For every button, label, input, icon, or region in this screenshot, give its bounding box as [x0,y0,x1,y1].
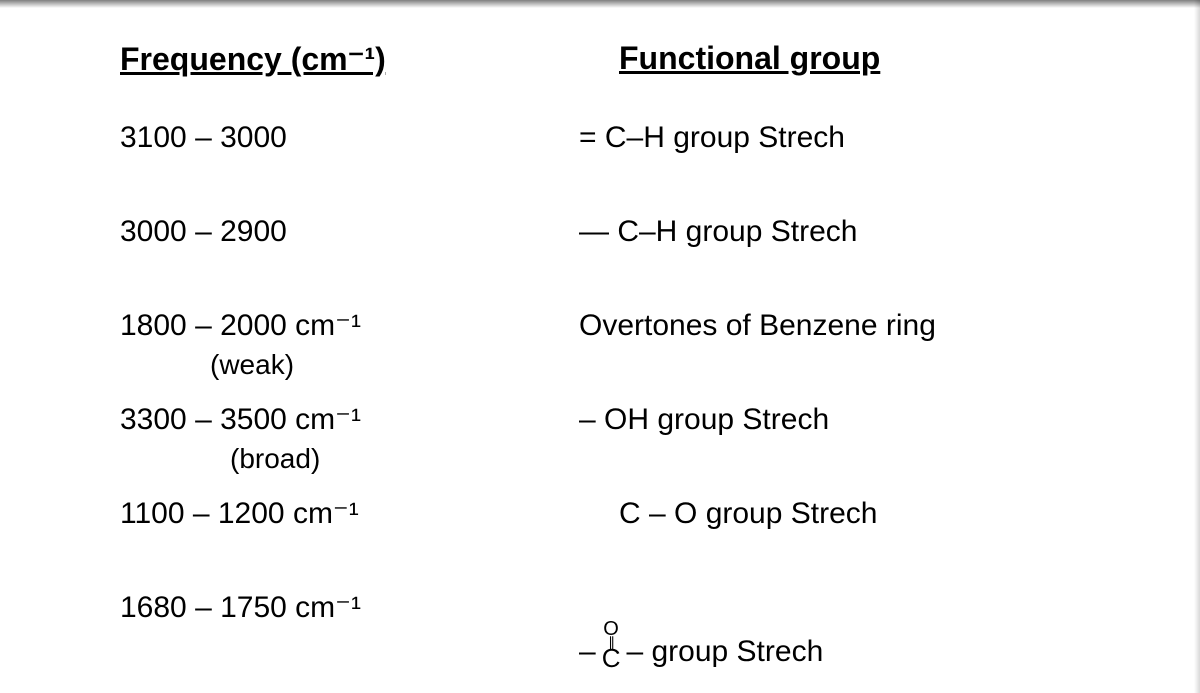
freq-sub-4: (broad) [230,442,579,476]
frequency-column: Frequency (cm⁻¹) 3100 – 3000 3000 – 2900… [120,40,579,684]
group-row-2: — C–H group Strech [579,214,1140,294]
functional-group-header: Functional group [619,40,1140,90]
two-column-layout: Frequency (cm⁻¹) 3100 – 3000 3000 – 2900… [120,40,1140,684]
right-edge-shadow [1194,0,1200,693]
group-value-2: — C–H group Strech [579,215,857,248]
group-row-4: – OH group Strech [579,402,1140,482]
freq-row-5: 1100 – 1200 cm⁻¹ [120,496,579,576]
carbonyl-icon: O ∥ C [602,620,621,670]
frequency-header: Frequency (cm⁻¹) [120,40,579,90]
carbonyl-carbon: C [602,647,621,670]
freq-sub-3: (weak) [210,348,579,382]
handwritten-table-page: Frequency (cm⁻¹) 3100 – 3000 3000 – 2900… [0,0,1200,693]
freq-value-3: 1800 – 2000 cm⁻¹ [120,309,361,342]
freq-value-5: 1100 – 1200 cm⁻¹ [120,497,359,530]
freq-row-3: 1800 – 2000 cm⁻¹ (weak) [120,308,579,388]
freq-row-4: 3300 – 3500 cm⁻¹ (broad) [120,402,579,482]
group-value-5: C – O group Strech [619,497,877,530]
freq-value-6: 1680 – 1750 cm⁻¹ [120,591,361,624]
freq-value-1: 3100 – 3000 [120,121,287,154]
group-value-1: = C–H group Strech [579,121,845,154]
group-suffix-6: – group Strech [626,634,823,670]
freq-value-2: 3000 – 2900 [120,215,287,248]
group-prefix-6: – [579,634,596,670]
group-row-1: = C–H group Strech [579,120,1140,200]
group-row-5: C – O group Strech [579,496,1140,576]
freq-row-6: 1680 – 1750 cm⁻¹ [120,590,579,670]
freq-row-2: 3000 – 2900 [120,214,579,294]
group-row-3: Overtones of Benzene ring [579,308,1140,388]
functional-group-column: Functional group = C–H group Strech — C–… [579,40,1140,684]
top-edge-shadow [0,0,1200,8]
group-value-4: – OH group Strech [579,403,829,436]
freq-row-1: 3100 – 3000 [120,120,579,200]
freq-value-4: 3300 – 3500 cm⁻¹ [120,403,361,436]
group-row-6: – O ∥ C – group Strech [579,590,1140,670]
group-value-3: Overtones of Benzene ring [579,309,936,342]
